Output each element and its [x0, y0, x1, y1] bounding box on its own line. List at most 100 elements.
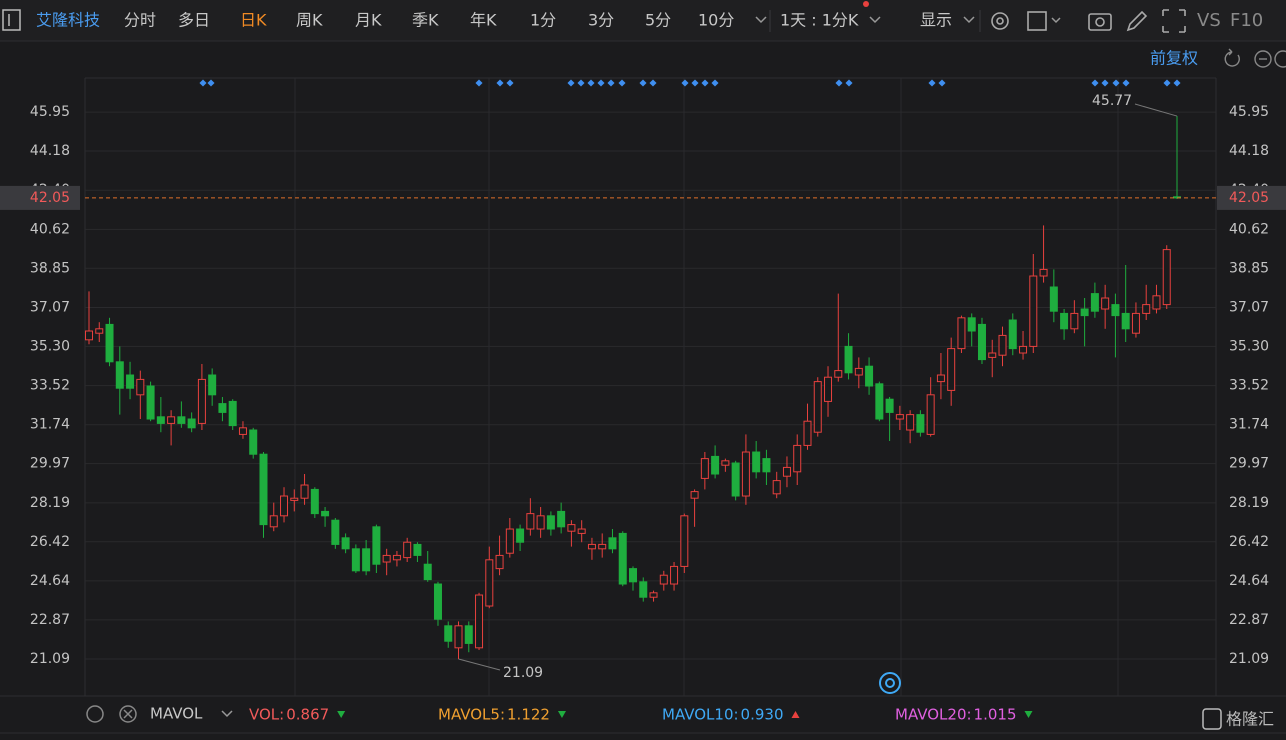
camera-icon[interactable] — [1088, 13, 1112, 31]
candle-body — [762, 458, 771, 473]
candle-body — [546, 515, 555, 530]
event-marker[interactable] — [701, 79, 709, 87]
candle-body — [926, 394, 935, 435]
period-tab[interactable]: 5分 — [645, 11, 671, 30]
y2-tick-label: 37.07 — [1229, 299, 1269, 315]
adjust-button[interactable]: 前复权 — [1150, 49, 1198, 68]
period-tab[interactable]: 年K — [470, 11, 497, 30]
event-marker[interactable] — [681, 79, 689, 87]
fullscreen-icon[interactable] — [1162, 9, 1186, 33]
period-tab[interactable]: 分时 — [124, 11, 156, 30]
candle-body — [290, 497, 299, 501]
watermark: 格隆汇 — [1226, 710, 1274, 729]
period-tab[interactable]: 日K — [240, 11, 267, 30]
event-marker[interactable] — [711, 79, 719, 87]
event-marker[interactable] — [199, 79, 207, 87]
event-marker[interactable] — [567, 79, 575, 87]
candle-body — [782, 466, 791, 477]
event-marker[interactable] — [835, 79, 843, 87]
candle-body — [988, 352, 997, 358]
indicator-close[interactable] — [119, 705, 137, 723]
candle-body — [1101, 297, 1110, 310]
event-icon[interactable] — [879, 672, 901, 694]
period-tab[interactable]: 月K — [355, 11, 382, 30]
draw-icon[interactable] — [1126, 10, 1148, 32]
candle-body — [670, 565, 679, 585]
candle-body — [505, 528, 514, 554]
period-tab[interactable]: 3分 — [588, 11, 614, 30]
candle-body — [793, 444, 802, 473]
indicator-close-x — [123, 709, 133, 719]
candle-body — [752, 451, 761, 473]
candle-body — [1070, 312, 1079, 330]
indicator-values: VOL: 0.867 MAVOL5: 1.122 MAVOL10: 0.930 MAVOL2… — [249, 706, 1033, 724]
period-select[interactable]: 1天 : 1分K — [780, 11, 859, 30]
candle-body — [1152, 295, 1161, 310]
event-marker[interactable] — [496, 79, 504, 87]
candle-body — [300, 484, 309, 499]
event-marker[interactable] — [639, 79, 647, 87]
candle-body — [967, 317, 976, 332]
event-marker[interactable] — [649, 79, 657, 87]
f10-button[interactable]: F10 — [1230, 10, 1263, 31]
candle-body — [906, 414, 915, 431]
indicator-name[interactable]: MAVOL — [150, 705, 203, 723]
event-marker[interactable] — [577, 79, 585, 87]
event-marker[interactable] — [691, 79, 699, 87]
y-tick-label: 22.87 — [30, 612, 70, 628]
event-marker[interactable] — [207, 79, 215, 87]
y-tick-label: 26.42 — [30, 534, 70, 550]
candle-body — [1162, 249, 1171, 306]
candle-body — [95, 328, 104, 334]
candle-body — [115, 361, 124, 389]
sidebar-icon[interactable] — [2, 9, 21, 31]
display-menu[interactable]: 显示 — [920, 11, 952, 30]
candle-body — [1049, 286, 1058, 312]
candle-body — [700, 458, 709, 479]
event-marker[interactable] — [506, 79, 514, 87]
candle-body — [731, 462, 740, 497]
y-tick-label: 31.74 — [30, 417, 70, 433]
candle-body — [485, 559, 494, 607]
indicator-settings[interactable] — [86, 705, 104, 723]
event-marker[interactable] — [607, 79, 615, 87]
stock-name[interactable]: 艾隆科技 — [36, 11, 100, 30]
candle-body — [423, 563, 432, 581]
event-marker[interactable] — [587, 79, 595, 87]
price-label-left: 42.05 — [30, 190, 70, 206]
y2-tick-label: 26.42 — [1229, 534, 1269, 550]
candle-body — [321, 510, 330, 517]
zoom-out-icon[interactable] — [1254, 50, 1272, 68]
period-chevron — [869, 16, 881, 24]
candle-body — [587, 543, 596, 550]
period-tab[interactable]: 周K — [296, 11, 323, 30]
period-tab[interactable]: 多日 — [178, 11, 210, 30]
vs-button[interactable]: VS — [1197, 10, 1221, 31]
event-marker[interactable] — [928, 79, 936, 87]
color-icon[interactable] — [1027, 11, 1047, 31]
y2-tick-label: 45.95 — [1229, 104, 1269, 120]
event-marker[interactable] — [475, 79, 483, 87]
indicator-value: 0.867 — [286, 706, 329, 724]
more-chevron[interactable] — [755, 16, 767, 24]
candle-body — [865, 365, 874, 387]
settings-icon[interactable] — [991, 12, 1009, 30]
event-marker[interactable] — [597, 79, 605, 87]
candle-body — [639, 581, 648, 598]
y2-tick-label: 38.85 — [1229, 260, 1269, 276]
candle-body — [197, 378, 206, 424]
candle-body — [916, 414, 925, 433]
candle-body — [208, 374, 217, 396]
period-tab[interactable]: 季K — [412, 11, 439, 30]
event-marker[interactable] — [845, 79, 853, 87]
period-tab[interactable]: 1分 — [530, 11, 556, 30]
reset-icon[interactable] — [1224, 48, 1240, 67]
event-marker[interactable] — [618, 79, 626, 87]
candle-body — [741, 451, 750, 497]
candle-body — [526, 513, 535, 530]
zoom-in-icon[interactable] — [1274, 50, 1286, 68]
period-tab[interactable]: 10分 — [698, 11, 734, 30]
event-marker[interactable] — [938, 79, 946, 87]
color-chevron — [1051, 17, 1061, 24]
